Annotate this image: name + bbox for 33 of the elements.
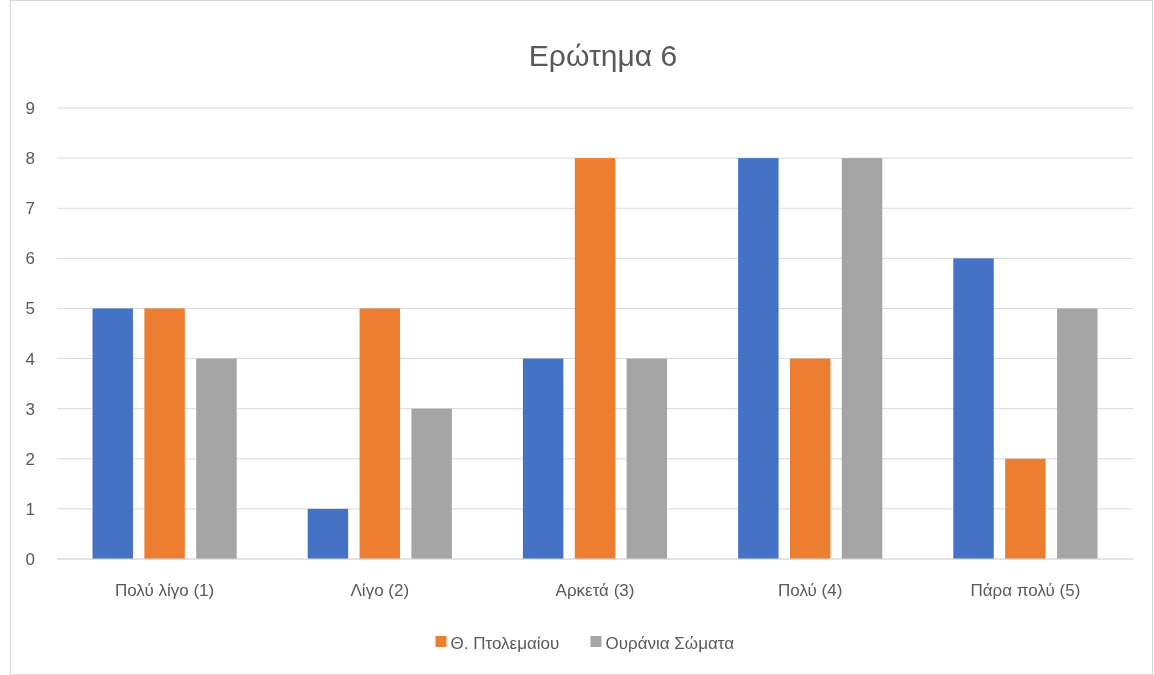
bar	[626, 358, 668, 559]
bar	[574, 158, 616, 559]
y-tick-label: 5	[25, 299, 35, 319]
x-tick-label: Λίγο (2)	[350, 581, 410, 600]
y-tick-label: 9	[25, 98, 35, 118]
bar	[92, 308, 133, 559]
y-tick-label: 6	[25, 249, 35, 269]
bar	[1005, 458, 1046, 559]
chart-title: Ερώτημα 6	[528, 39, 678, 72]
bar	[196, 358, 237, 559]
bar	[144, 308, 185, 559]
y-tick-label: 3	[25, 399, 35, 419]
y-tick-label: 4	[25, 349, 35, 369]
bar	[789, 358, 831, 559]
bar	[359, 308, 401, 559]
bar	[307, 508, 349, 559]
bar	[738, 158, 779, 559]
y-tick-label: 7	[25, 199, 35, 219]
bar	[1057, 308, 1098, 559]
x-tick-label: Αρκετά (3)	[555, 581, 635, 600]
bar	[841, 158, 883, 559]
x-tick-label: Πολύ λίγο (1)	[114, 581, 215, 600]
legend-label: Ουράνια Σώματα	[605, 633, 735, 653]
y-tick-label: 2	[25, 449, 35, 469]
y-tick-label: 0	[25, 549, 35, 569]
x-tick-label: Πάρα πολύ (5)	[970, 581, 1081, 600]
y-tick-label: 1	[25, 499, 35, 519]
bar	[411, 408, 452, 559]
legend-label: Θ. Πτολεμαίου	[450, 633, 560, 653]
bar	[522, 358, 564, 559]
x-tick-label: Πολύ (4)	[778, 581, 843, 600]
bar	[953, 258, 994, 559]
y-tick-label: 8	[25, 149, 35, 169]
